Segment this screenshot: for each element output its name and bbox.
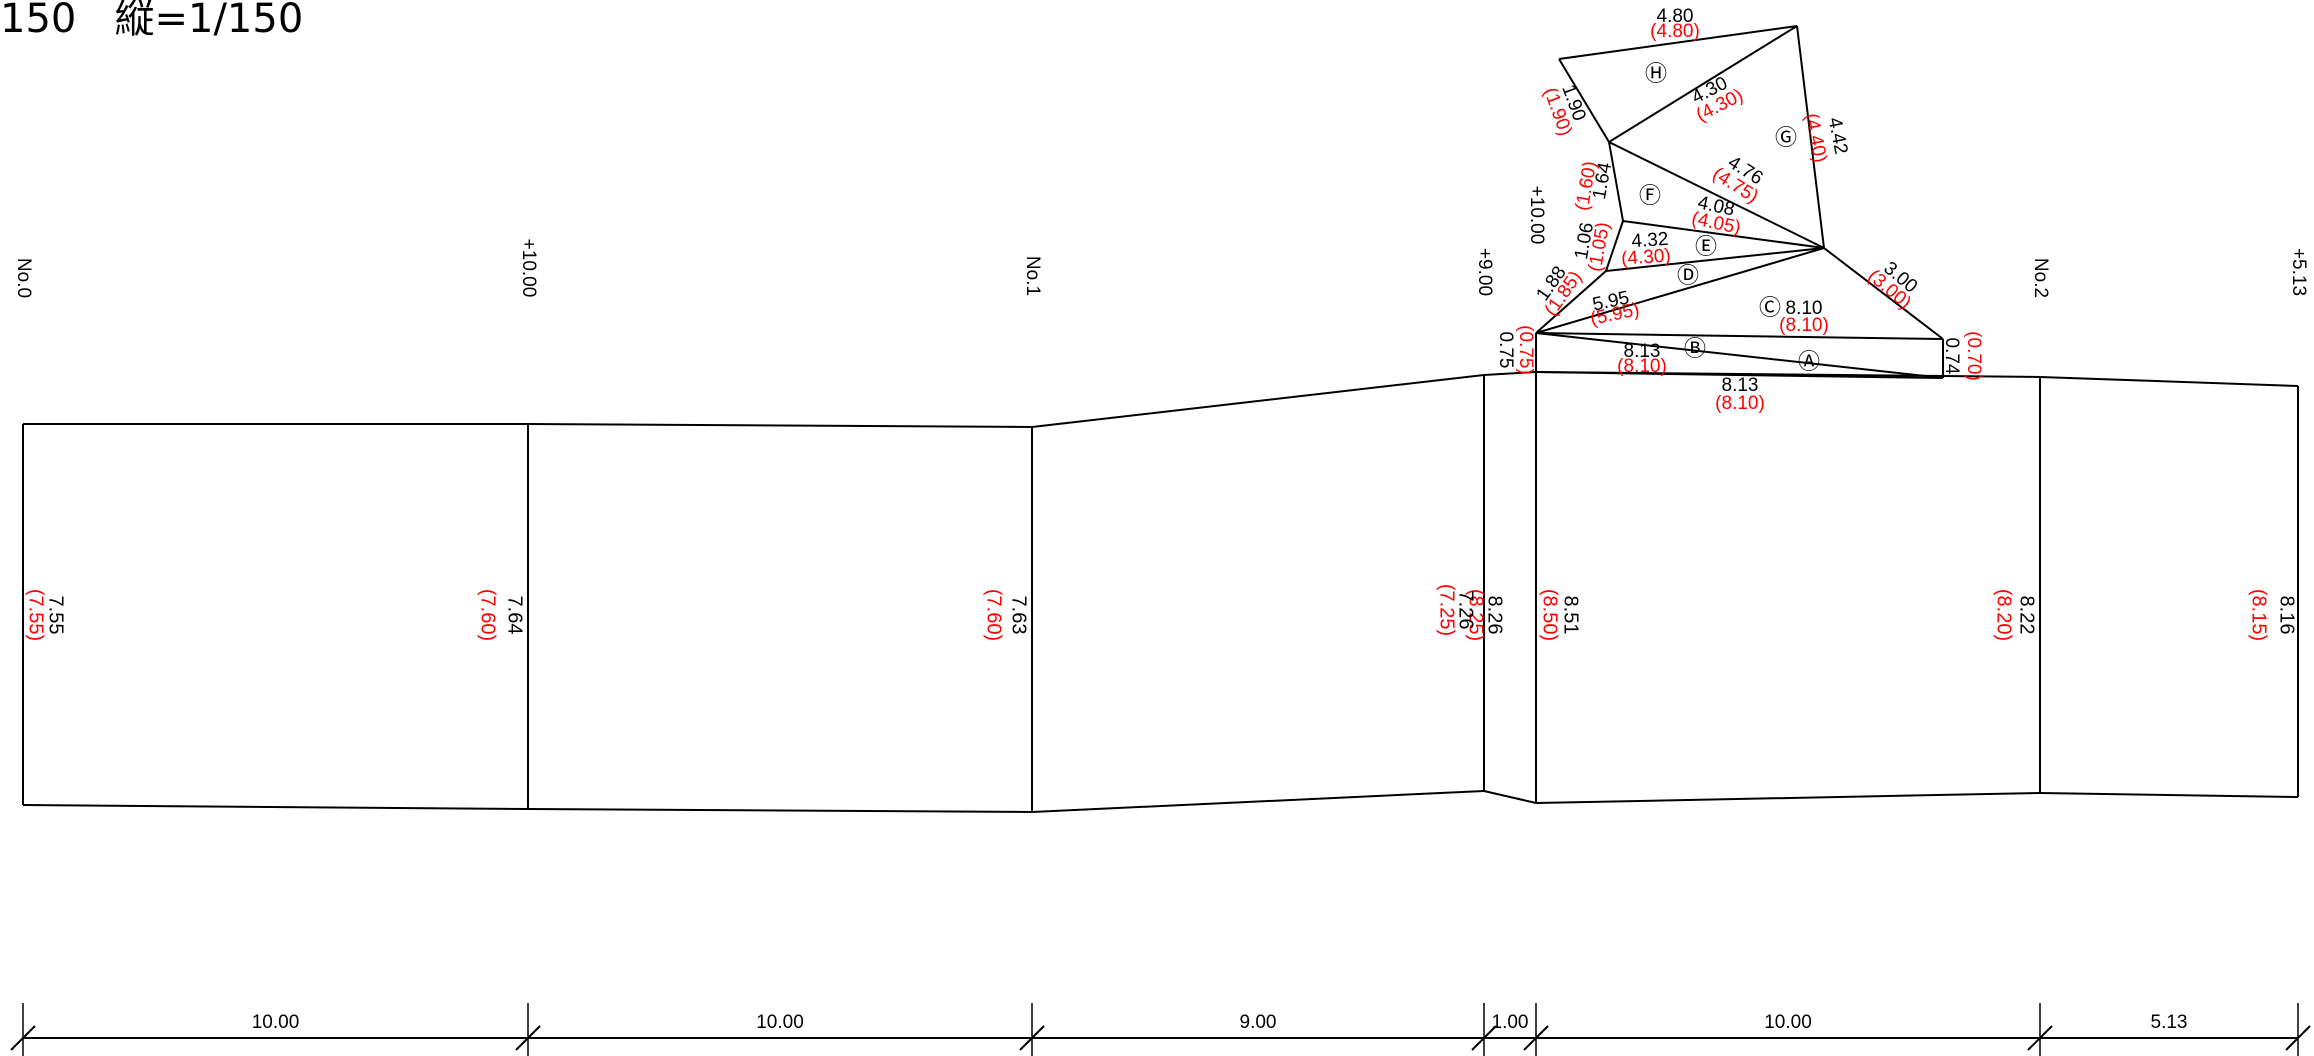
dimension-tick-6 [2285, 1025, 2311, 1051]
interval-label-5: 5.13 [2151, 1012, 2188, 1033]
triangle-edge-design-8: (4.30) [1620, 245, 1671, 269]
interval-label-0: 10.00 [252, 1012, 300, 1033]
triangle-edge-design-0: (8.10) [1715, 393, 1765, 414]
triangle-edge-11 [1608, 141, 1624, 222]
interval-label-3: 1.00 [1492, 1012, 1529, 1033]
triangle-edge-9 [1605, 247, 1825, 272]
station-label-0: No.0 [13, 258, 34, 298]
triangle-edge-8 [1605, 220, 1624, 272]
block-bottom-edge-4 [1535, 792, 2041, 804]
triangle-mark-7: Ⓗ [1645, 61, 1667, 86]
triangle-mark-0: Ⓐ [1798, 349, 1820, 374]
station-width-measured-3: 8.26 [1484, 596, 1506, 635]
station-width-design-6: (8.15) [2248, 589, 2270, 641]
triangle-edge-design-2: (0.75) [1515, 325, 1536, 375]
station-width-measured-5: 8.22 [2016, 596, 2038, 635]
triangle-mark-5: Ⓕ [1639, 183, 1661, 208]
block-top-edge-1 [527, 423, 1033, 428]
triangle-edge-4 [1535, 332, 1944, 340]
station-width-design-5: (8.20) [1993, 589, 2015, 641]
station-width-design-4: (8.50) [1539, 589, 1561, 641]
station-label-6: +5.13 [2288, 248, 2309, 296]
triangle-edge-design-15: (4.80) [1650, 21, 1700, 42]
triangle-edge-14 [1558, 25, 1798, 60]
interval-label-4: 10.00 [1764, 1012, 1812, 1033]
station-width-measured-2: 7.63 [1008, 596, 1030, 635]
triangle-mark-3: Ⓓ [1677, 263, 1699, 288]
dimension-tick-3 [1471, 1025, 1497, 1051]
interval-label-1: 10.00 [756, 1012, 804, 1033]
triangle-edge-measured-8: 4.32 [1631, 229, 1669, 253]
station-label-3: +9.00 [1474, 248, 1495, 296]
dimension-tick-4 [1523, 1025, 1549, 1051]
triangle-mark-6: Ⓖ [1775, 125, 1797, 150]
triangle-edge-design-3: (8.10) [1617, 356, 1667, 377]
block-bottom-edge-0 [22, 804, 529, 810]
station-label-4: +10.00 [1526, 186, 1547, 245]
station-label-1: +10.00 [518, 239, 539, 298]
triangle-edge-design-4: (8.10) [1779, 315, 1829, 336]
triangle-edge-6 [1535, 247, 1825, 334]
block-bottom-edge-5 [2039, 792, 2299, 798]
dimension-tick-5 [2027, 1025, 2053, 1051]
block-bottom-edge-1 [527, 808, 1033, 813]
dimension-tick-2 [1019, 1025, 1045, 1051]
triangle-edge-measured-4: 8.10 [1786, 298, 1823, 319]
station-width-measured-1: 7.64 [504, 596, 526, 635]
triangle-edge-measured-2: 0.75 [1495, 332, 1516, 369]
triangle-edge-12 [1608, 141, 1825, 249]
station-width-measured-4: 8.51 [1560, 596, 1582, 635]
triangle-edge-3 [1535, 332, 1944, 379]
triangle-edge-design-1: (0.70) [1963, 331, 1984, 381]
station-width-measured-0: 7.55 [45, 596, 67, 635]
triangle-edge-10 [1622, 220, 1825, 249]
block-top-edge-2 [1031, 374, 1485, 428]
triangle-mark-2: Ⓒ [1759, 295, 1781, 320]
dimension-tick-0 [10, 1025, 36, 1051]
triangle-edge-7 [1535, 270, 1607, 334]
station-width-design-3: (8.25) [1465, 589, 1487, 641]
triangle-edge-16 [1796, 25, 1825, 249]
station-width-design-extra: (7.25) [1436, 584, 1458, 636]
block-top-edge-3 [1483, 371, 1537, 376]
triangle-edge-measured-15: 4.80 [1657, 6, 1694, 27]
triangle-edge-measured-3: 8.13 [1624, 341, 1661, 362]
station-width-design-1: (7.60) [477, 589, 499, 641]
block-bottom-edge-2 [1031, 790, 1485, 813]
interval-label-2: 9.00 [1240, 1012, 1277, 1033]
station-width-measured-extra: 7.26 [1455, 591, 1477, 630]
drawing-scale-title: 150 縦=1/150 [0, 0, 304, 42]
triangle-edge-measured-1: 0.74 [1941, 338, 1962, 375]
station-width-design-2: (7.60) [983, 589, 1005, 641]
station-width-design-0: (7.55) [25, 589, 47, 641]
dimension-tick-1 [515, 1025, 541, 1051]
triangle-mark-1: Ⓑ [1684, 336, 1706, 361]
triangle-edge-design-11: (1.60) [1572, 160, 1601, 213]
block-top-edge-5 [2039, 376, 2299, 387]
triangle-edge-measured-0: 8.13 [1722, 375, 1759, 396]
triangle-edge-0 [1535, 371, 1944, 379]
triangle-mark-4: Ⓔ [1695, 234, 1717, 259]
triangle-edge-5 [1823, 247, 1944, 340]
triangle-edge-15 [1608, 25, 1798, 143]
station-label-2: No.1 [1022, 256, 1043, 296]
station-label-5: No.2 [2030, 258, 2051, 298]
block-bottom-edge-3 [1483, 790, 1537, 804]
triangle-edge-13 [1558, 58, 1610, 143]
station-width-measured-6: 8.16 [2276, 596, 2298, 635]
